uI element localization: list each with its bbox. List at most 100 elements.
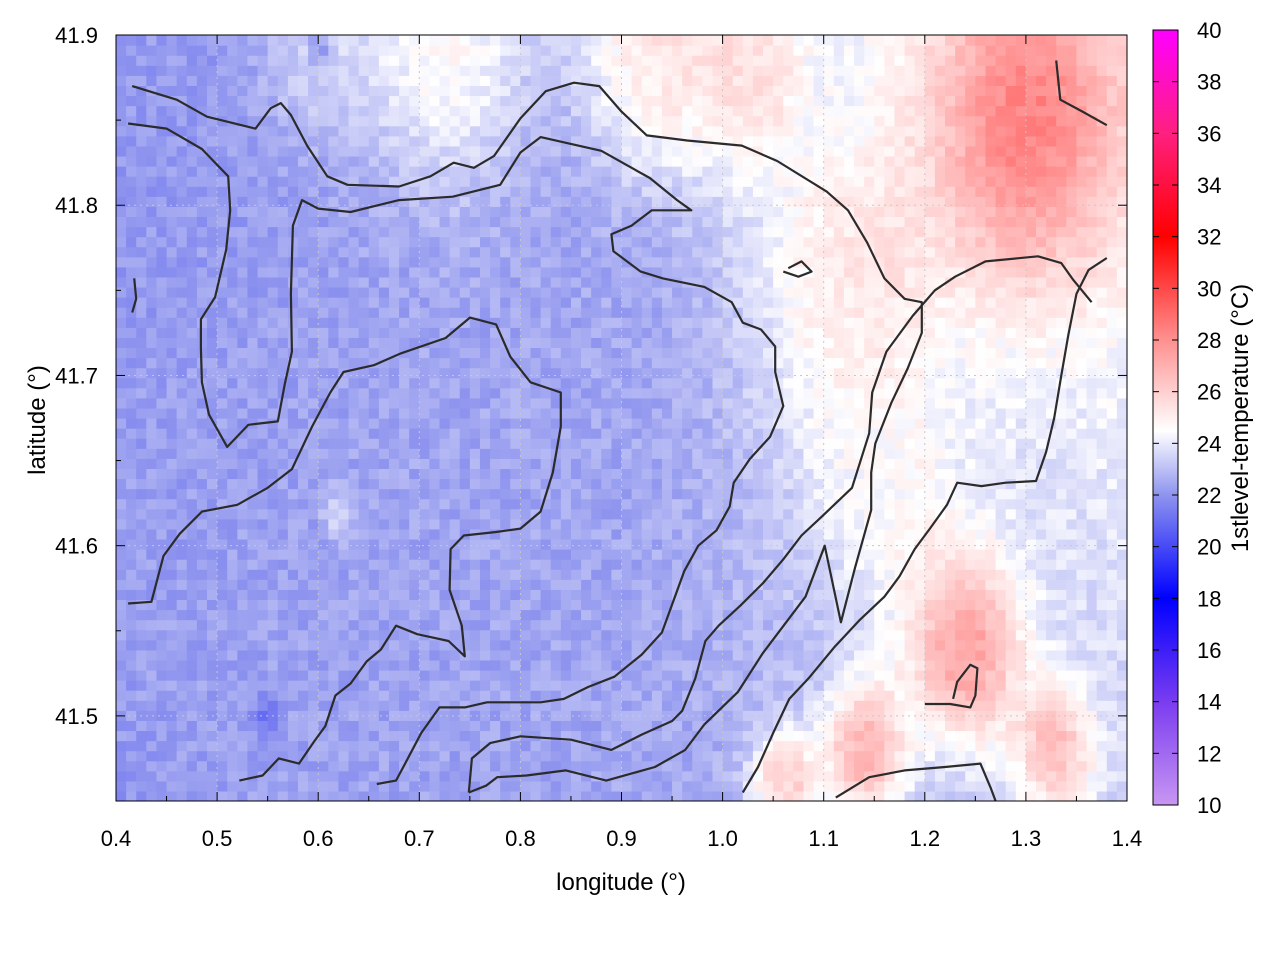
heatmap-cell <box>490 448 501 459</box>
heatmap-cell <box>388 680 400 691</box>
heatmap-cell <box>833 589 845 601</box>
heatmap-cell <box>469 659 481 671</box>
heatmap-cell <box>490 498 501 510</box>
heatmap-cell <box>247 387 259 399</box>
heatmap-cell <box>1096 367 1108 379</box>
heatmap-cell <box>479 770 491 782</box>
heatmap-cell <box>682 780 693 792</box>
heatmap-cell <box>611 498 623 510</box>
heatmap-cell <box>136 750 147 762</box>
heatmap-cell <box>409 327 420 338</box>
heatmap-cell <box>429 690 441 701</box>
heatmap-cell <box>843 740 855 752</box>
heatmap-cell <box>136 669 147 681</box>
heatmap-cell <box>510 730 521 742</box>
heatmap-cell <box>166 397 178 409</box>
heatmap-cell <box>864 740 875 752</box>
heatmap-cell <box>1086 397 1098 409</box>
heatmap-cell <box>924 418 936 429</box>
heatmap-cell <box>884 680 896 691</box>
heatmap-cell <box>409 659 420 671</box>
heatmap-cell <box>641 508 653 520</box>
heatmap-cell <box>682 569 693 580</box>
heatmap-cell <box>894 458 906 469</box>
heatmap-cell <box>874 750 885 762</box>
heatmap-cell <box>439 659 451 671</box>
heatmap-cell <box>156 498 168 510</box>
heatmap-cell <box>894 619 906 631</box>
heatmap-cell <box>682 337 693 349</box>
heatmap-cell <box>166 418 178 429</box>
heatmap-cell <box>388 387 400 399</box>
heatmap-cell <box>854 790 865 801</box>
heatmap-cell <box>520 569 532 580</box>
heatmap-cell <box>843 579 855 590</box>
heatmap-cell <box>1076 377 1088 389</box>
heatmap-cell <box>206 720 218 732</box>
heatmap-cell <box>318 659 329 671</box>
heatmap-cell <box>287 498 299 510</box>
heatmap-cell <box>520 407 532 419</box>
heatmap-cell <box>277 468 289 480</box>
heatmap-cell <box>904 609 916 621</box>
heatmap-cell <box>338 397 350 409</box>
heatmap-cell <box>530 387 542 399</box>
heatmap-cell <box>429 367 441 379</box>
heatmap-cell <box>338 629 350 641</box>
heatmap-cell <box>621 780 633 792</box>
heatmap-cell <box>257 438 269 449</box>
heatmap-cell <box>520 488 532 500</box>
heatmap-cell <box>439 538 451 550</box>
heatmap-cell <box>479 387 491 399</box>
heatmap-cell <box>601 367 612 379</box>
heatmap-cell <box>520 579 532 590</box>
heatmap-cell <box>308 508 319 520</box>
heatmap-cell <box>378 649 390 661</box>
heatmap-cell <box>965 790 976 801</box>
heatmap-cell <box>338 770 350 782</box>
heatmap-cell <box>570 357 582 369</box>
heatmap-cell <box>176 619 188 631</box>
heatmap-cell <box>581 397 592 409</box>
heatmap-cell <box>560 649 572 661</box>
heatmap-cell <box>176 307 188 318</box>
heatmap-cell <box>227 700 238 711</box>
heatmap-cell <box>1106 780 1118 792</box>
heatmap-cell <box>914 790 926 801</box>
heatmap-cell <box>176 770 188 782</box>
heatmap-cell <box>1076 488 1088 500</box>
heatmap-cell <box>469 498 481 510</box>
heatmap-cell <box>854 669 865 681</box>
heatmap-cell <box>975 780 987 792</box>
heatmap-cell <box>752 498 764 510</box>
heatmap-cell <box>985 317 997 328</box>
heatmap-cell <box>318 559 329 570</box>
heatmap-cell <box>985 680 997 691</box>
heatmap-cell <box>904 468 916 480</box>
heatmap-cell <box>1066 397 1078 409</box>
heatmap-cell <box>702 458 714 469</box>
heatmap-cell <box>611 538 623 550</box>
heatmap-cell <box>1086 458 1098 469</box>
heatmap-cell <box>257 347 269 359</box>
heatmap-cell <box>793 609 805 621</box>
heatmap-cell <box>732 700 744 711</box>
heatmap-cell <box>136 347 147 359</box>
heatmap-cell <box>601 297 612 308</box>
heatmap-cell <box>328 579 340 590</box>
heatmap-cell <box>308 770 319 782</box>
heatmap-cell <box>126 659 137 671</box>
heatmap-cell <box>773 649 784 661</box>
heatmap-cell <box>378 559 390 570</box>
heatmap-cell <box>955 589 966 601</box>
heatmap-cell <box>227 770 238 782</box>
heatmap-cell <box>975 629 987 641</box>
heatmap-cell <box>338 307 350 318</box>
heatmap-cell <box>591 337 602 349</box>
heatmap-cell <box>641 549 653 560</box>
heatmap-cell <box>328 307 340 318</box>
heatmap-cell <box>136 528 147 540</box>
heatmap-cell <box>520 589 532 601</box>
heatmap-cell <box>176 680 188 691</box>
heatmap-cell <box>348 569 360 580</box>
